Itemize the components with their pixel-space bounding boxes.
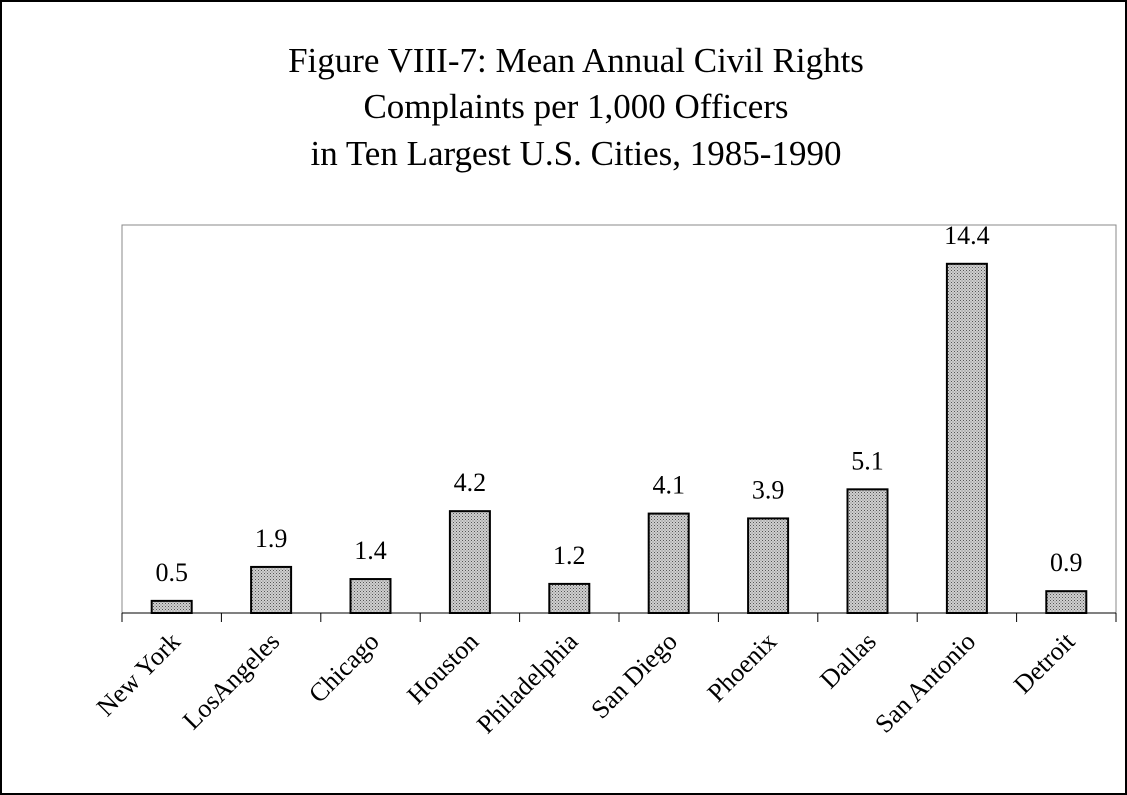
chart-title: Figure VIII-7: Mean Annual Civil Rights <box>288 41 864 80</box>
data-label: 1.2 <box>553 541 586 570</box>
data-label: 4.1 <box>652 471 685 500</box>
bar <box>548 582 591 615</box>
data-label: 3.9 <box>752 475 785 504</box>
data-label: 4.2 <box>454 468 487 497</box>
chart-title: Complaints per 1,000 Officers <box>363 87 788 126</box>
bar <box>150 599 193 614</box>
bar <box>349 578 392 614</box>
data-label: 1.4 <box>354 536 387 565</box>
bar <box>1045 590 1088 614</box>
bar <box>448 510 491 614</box>
chart-title: in Ten Largest U.S. Cities, 1985-1990 <box>311 134 842 173</box>
bar <box>647 512 690 615</box>
bar <box>747 517 790 614</box>
bar <box>846 488 889 615</box>
bar <box>945 262 988 614</box>
data-label: 14.4 <box>944 221 990 250</box>
data-label: 0.5 <box>155 558 188 587</box>
data-label: 0.9 <box>1050 548 1083 577</box>
bar <box>250 565 293 614</box>
data-label: 5.1 <box>851 446 884 475</box>
data-label: 1.9 <box>255 524 288 553</box>
